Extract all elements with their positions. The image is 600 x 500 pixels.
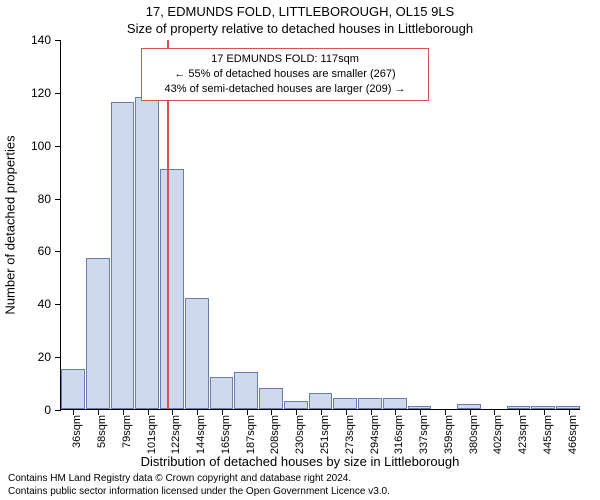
histogram-bar — [135, 97, 159, 409]
y-tick-label: 0 — [44, 403, 61, 417]
x-tick-label: 380sqm — [468, 415, 480, 454]
y-tick-label: 120 — [31, 86, 61, 100]
y-tick-label: 80 — [38, 192, 61, 206]
x-tick-label: 165sqm — [220, 415, 232, 454]
x-tick-label: 294sqm — [369, 415, 381, 454]
x-tick-label: 359sqm — [443, 415, 455, 454]
x-axis-label: Distribution of detached houses by size … — [0, 454, 600, 469]
x-tick-label: 251sqm — [319, 415, 331, 454]
y-tick-label: 100 — [31, 139, 61, 153]
x-tick-label: 316sqm — [393, 415, 405, 454]
x-tick-label: 208sqm — [269, 415, 281, 454]
histogram-bar — [309, 393, 333, 409]
histogram-bar — [383, 398, 407, 409]
legend-box: 17 EDMUNDS FOLD: 117sqm← 55% of detached… — [141, 48, 429, 101]
x-tick-label: 337sqm — [418, 415, 430, 454]
y-tick-label: 20 — [38, 350, 61, 364]
x-tick-label: 79sqm — [121, 415, 133, 448]
footer-line-1: Contains HM Land Registry data © Crown c… — [8, 473, 390, 486]
histogram-bar — [210, 377, 234, 409]
legend-line-2: ← 55% of detached houses are smaller (26… — [150, 67, 420, 82]
x-tick-label: 273sqm — [344, 415, 356, 454]
histogram-bar — [61, 369, 85, 409]
x-tick-label: 466sqm — [567, 415, 579, 454]
legend-line-1: 17 EDMUNDS FOLD: 117sqm — [150, 52, 420, 67]
y-tick-label: 140 — [31, 33, 61, 47]
histogram-bar — [358, 398, 382, 409]
x-tick-label: 445sqm — [542, 415, 554, 454]
x-tick-label: 58sqm — [96, 415, 108, 448]
x-tick-label: 101sqm — [146, 415, 158, 454]
y-tick-label: 40 — [38, 297, 61, 311]
legend-line-3: 43% of semi-detached houses are larger (… — [150, 82, 420, 97]
histogram-bar — [185, 298, 209, 409]
footer-line-2: Contains public sector information licen… — [8, 486, 390, 499]
x-tick-label: 402sqm — [492, 415, 504, 454]
histogram-bar — [160, 169, 184, 410]
x-tick-label: 230sqm — [294, 415, 306, 454]
histogram-bar — [86, 258, 110, 409]
x-tick-label: 122sqm — [170, 415, 182, 454]
y-axis-label: Number of detached properties — [3, 135, 18, 314]
chart-title-main: 17, EDMUNDS FOLD, LITTLEBOROUGH, OL15 9L… — [0, 4, 600, 19]
histogram-bar — [234, 372, 258, 409]
footer-attribution: Contains HM Land Registry data © Crown c… — [8, 473, 390, 498]
histogram-bar — [333, 398, 357, 409]
x-tick-label: 423sqm — [517, 415, 529, 454]
histogram-bar — [284, 401, 308, 409]
x-tick-label: 36sqm — [71, 415, 83, 448]
chart-title-sub: Size of property relative to detached ho… — [0, 21, 600, 36]
x-tick-label: 144sqm — [195, 415, 207, 454]
x-tick-label: 187sqm — [245, 415, 257, 454]
histogram-bar — [111, 102, 135, 409]
histogram-plot: 02040608010012014036sqm58sqm79sqm101sqm1… — [60, 40, 580, 410]
histogram-bar — [259, 388, 283, 409]
y-tick-label: 60 — [38, 244, 61, 258]
